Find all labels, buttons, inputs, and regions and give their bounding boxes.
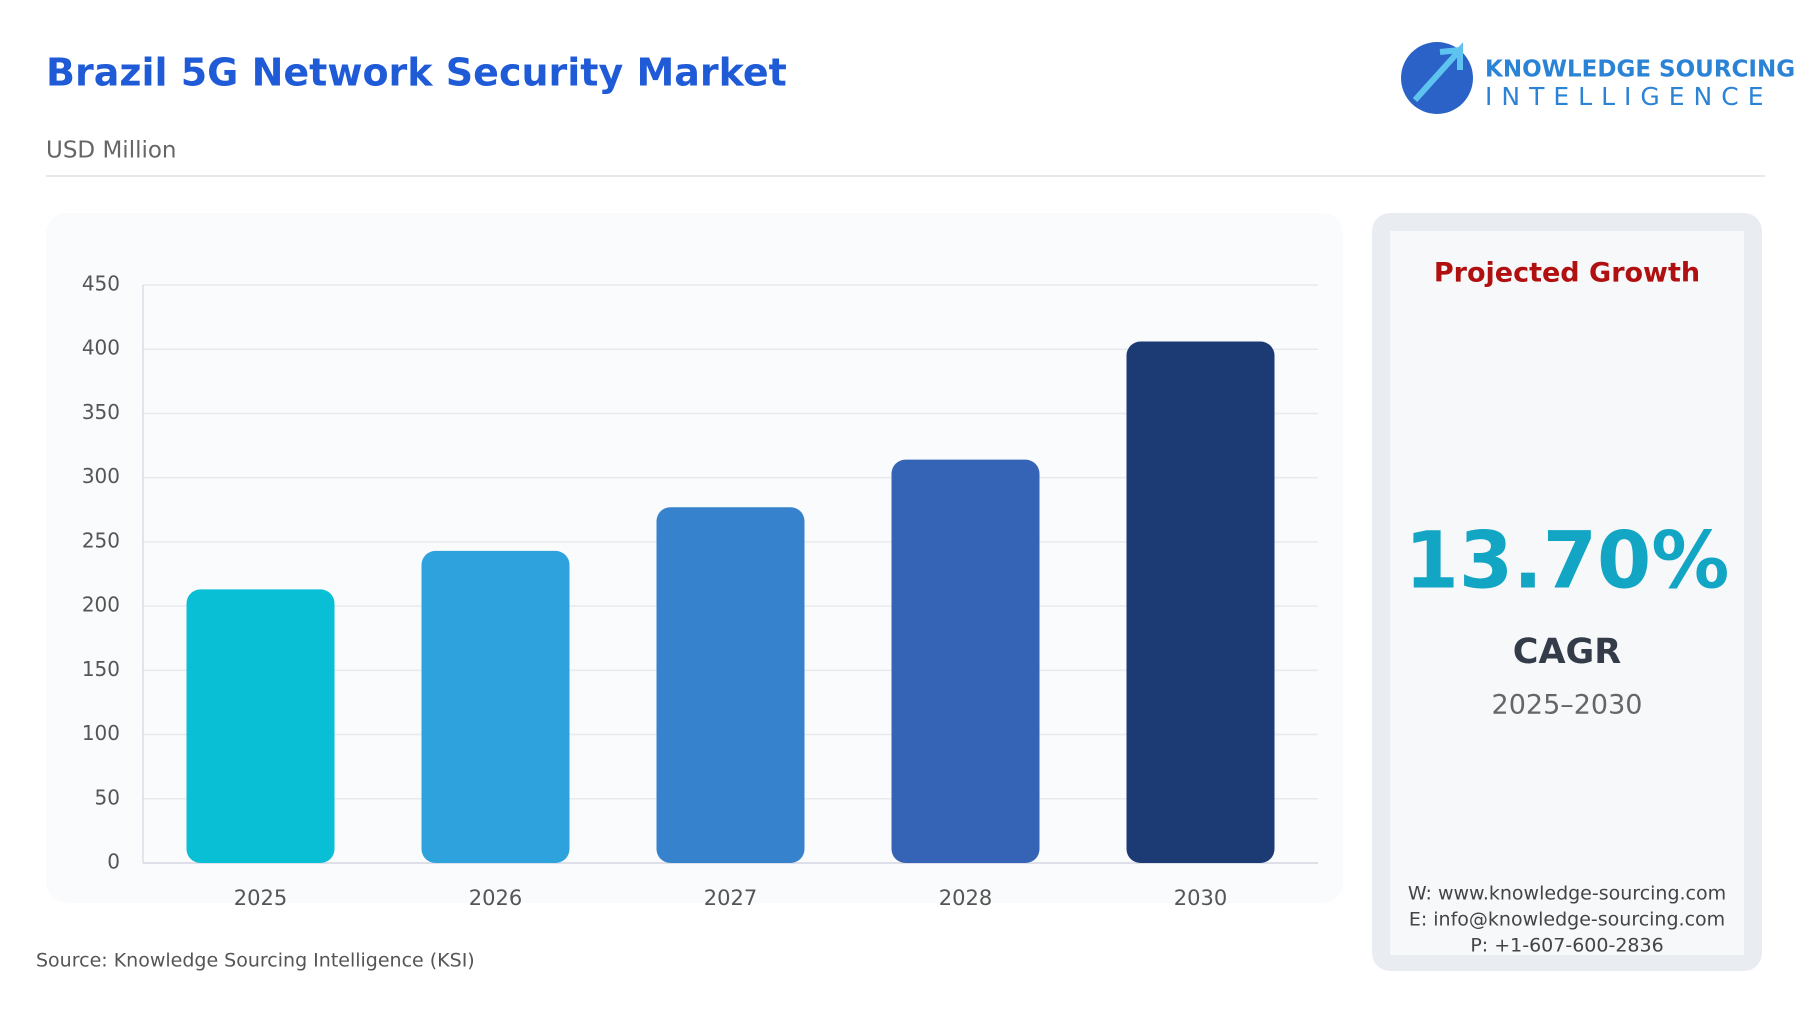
y-tick-label: 0 [107,850,120,874]
panel-heading: Projected Growth [1434,258,1700,289]
logo-line1: KNOWLEDGE SOURCING [1485,57,1795,83]
cagr-period: 2025–2030 [1492,690,1643,721]
title: Brazil 5G Network Security Market [46,51,787,95]
bar [186,589,335,863]
growth-panel-inner [1390,231,1744,955]
x-tick-label: 2026 [469,886,522,910]
y-tick-label: 450 [82,272,120,296]
y-tick-label: 350 [82,400,120,424]
cagr-label: CAGR [1513,632,1622,672]
bar [421,550,570,863]
contact: P: +1-607-600-2836 [1470,935,1663,957]
y-tick-label: 100 [82,721,120,745]
cagr-value: 13.70% [1405,516,1730,606]
x-tick-label: 2028 [939,886,992,910]
contact: W: www.knowledge-sourcing.com [1408,883,1726,905]
x-tick-label: 2027 [704,886,757,910]
x-tick-label: 2025 [234,886,287,910]
x-tick-label: 2030 [1174,886,1227,910]
y-tick-label: 300 [82,464,120,488]
bar [656,507,805,863]
source: Source: Knowledge Sourcing Intelligence … [36,950,475,972]
y-tick-label: 50 [95,785,120,809]
subtitle: USD Million [46,138,177,164]
logo-line2: INTELLIGENCE [1485,82,1773,111]
logo: KNOWLEDGE SOURCING INTELLIGENCE [1401,42,1795,114]
bar [1126,341,1275,863]
y-tick-label: 150 [82,657,120,681]
logo-arrow [1412,42,1463,103]
y-tick-label: 250 [82,528,120,552]
contact: E: info@knowledge-sourcing.com [1409,909,1725,931]
bar [891,459,1040,863]
y-tick-label: 200 [82,593,120,617]
y-tick-label: 400 [82,336,120,360]
